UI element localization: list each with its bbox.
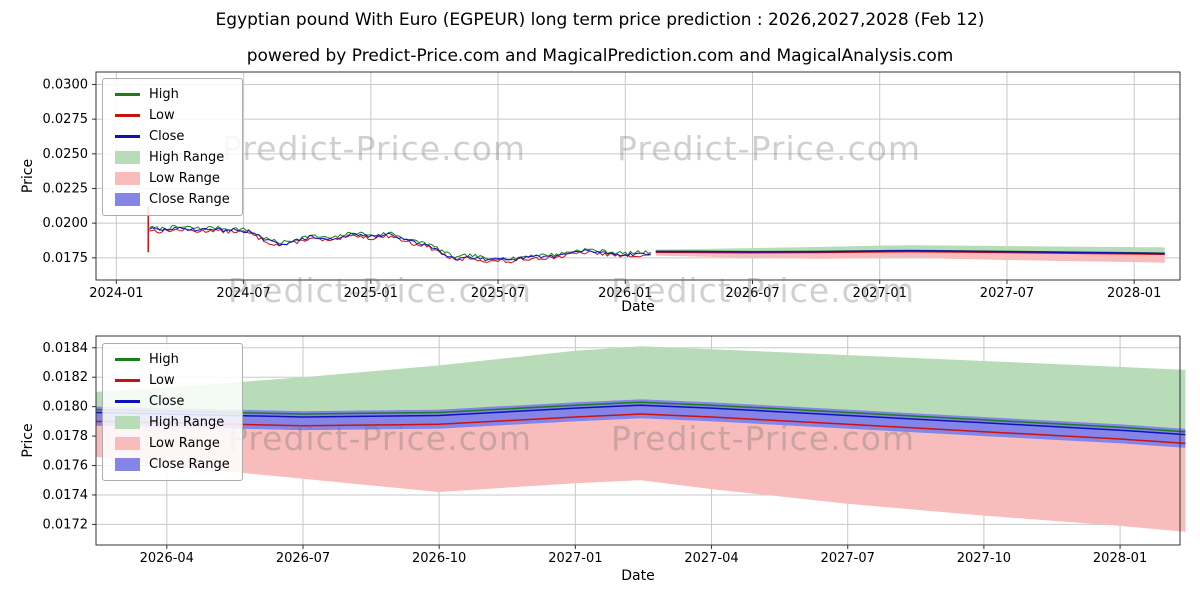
high-swatch — [115, 93, 140, 96]
page-title: Egyptian pound With Euro (EGPEUR) long t… — [215, 10, 985, 30]
x-tick-label: 2027-10 — [957, 551, 1011, 566]
legend-label: High Range — [149, 150, 225, 165]
forecast-high-line — [95, 401, 1186, 433]
low-range-band — [96, 418, 1186, 532]
x-tick-label: 2027-01 — [853, 286, 907, 301]
legend-item-high: High — [115, 87, 230, 102]
legend-item-high: High — [115, 352, 230, 367]
x-tick-label: 2027-07 — [980, 286, 1034, 301]
legend-item-high_range: High Range — [115, 415, 230, 430]
y-tick-label: 0.0275 — [43, 112, 89, 127]
history-close-line — [149, 226, 651, 262]
forecast-chart: 2026-04 2026-07 2026-10 2027-01 2027-04 2027-… — [20, 335, 1186, 584]
low-swatch — [115, 114, 140, 117]
close-swatch — [115, 135, 140, 138]
y-tick-label: 0.0175 — [43, 251, 89, 266]
page-subtitle: powered by Predict-Price.com and Magical… — [246, 46, 954, 66]
legend-label: Low — [149, 108, 175, 123]
y-tick-label: 0.0174 — [43, 488, 89, 503]
y-tick-label: 0.0200 — [43, 216, 89, 231]
y-tick-label: 0.0182 — [43, 370, 89, 385]
y-tick-label: 0.0176 — [43, 459, 89, 474]
forecast-close-line — [95, 404, 1186, 436]
x-tick-label: 2025-01 — [344, 286, 398, 301]
x-tick-label: 2028-01 — [1107, 286, 1161, 301]
x-tick-label: 2027-01 — [548, 551, 602, 566]
x-tick-label: 2027-07 — [821, 551, 875, 566]
high-swatch — [115, 358, 140, 361]
forecast-low-line — [95, 413, 1186, 445]
y-tick-label: 0.0250 — [43, 147, 89, 162]
y-tick-label: 0.0184 — [43, 341, 89, 356]
legend-label: Low — [149, 373, 175, 388]
x-tick-label: 2026-10 — [412, 551, 466, 566]
legend-label: Close — [149, 394, 185, 409]
y-tick-label: 0.0300 — [43, 77, 89, 92]
forecast-low-line — [655, 250, 1165, 256]
low_range-swatch — [115, 172, 140, 185]
low-range-band — [655, 252, 1165, 263]
x-tick-label: 2025-07 — [471, 286, 525, 301]
legend-label: High Range — [149, 415, 225, 430]
high_range-swatch — [115, 416, 140, 429]
legend-label: Close Range — [149, 192, 230, 207]
x-axis-label: Date — [621, 299, 654, 315]
y-tick-label: 0.0225 — [43, 181, 89, 196]
history-chart: 2024-01 2024-07 2025-01 2025-07 2026-01 2026-… — [20, 71, 1181, 315]
legend-item-low_range: Low Range — [115, 436, 230, 451]
legend-item-high_range: High Range — [115, 150, 230, 165]
close_range-swatch — [115, 458, 140, 471]
x-axis-label: Date — [621, 568, 654, 584]
x-tick-label: 2026-07 — [725, 286, 779, 301]
forecast-close-line — [655, 249, 1165, 255]
low_range-swatch — [115, 437, 140, 450]
legend-item-close: Close — [115, 129, 230, 144]
legend-item-low: Low — [115, 373, 230, 388]
close-swatch — [115, 400, 140, 403]
x-tick-label: 2024-01 — [89, 286, 143, 301]
legend-item-close: Close — [115, 394, 230, 409]
legend-forecast-chart: High Low Close High Range Low Range Close Ran… — [102, 343, 243, 481]
x-tick-label: 2026-01 — [598, 286, 652, 301]
legend-item-close_range: Close Range — [115, 192, 230, 207]
x-tick-label: 2026-04 — [140, 551, 194, 566]
x-tick-label: 2028-01 — [1093, 551, 1147, 566]
legend-label: Close Range — [149, 457, 230, 472]
high_range-swatch — [115, 151, 140, 164]
legend-item-low: Low — [115, 108, 230, 123]
legend-item-low_range: Low Range — [115, 171, 230, 186]
high-range-band — [96, 346, 1186, 429]
low-swatch — [115, 379, 140, 382]
legend-label: High — [149, 352, 179, 367]
x-tick-label: 2027-04 — [684, 551, 738, 566]
y-tick-label: 0.0180 — [43, 400, 89, 415]
legend-label: High — [149, 87, 179, 102]
plot-border — [95, 335, 1181, 546]
legend-label: Close — [149, 129, 185, 144]
legend-label: Low Range — [149, 171, 220, 186]
close-range-band — [96, 399, 1186, 448]
x-tick-label: 2024-07 — [216, 286, 270, 301]
y-tick-label: 0.0172 — [43, 517, 89, 532]
legend-label: Low Range — [149, 436, 220, 451]
legend-history-chart: High Low Close High Range Low Range Close Ran… — [102, 78, 243, 216]
y-tick-label: 0.0178 — [43, 429, 89, 444]
close_range-swatch — [115, 193, 140, 206]
x-tick-label: 2026-07 — [276, 551, 330, 566]
y-axis-label: Price — [20, 159, 36, 193]
y-axis-label: Price — [20, 423, 36, 457]
legend-item-close_range: Close Range — [115, 457, 230, 472]
plot-border — [95, 71, 1181, 281]
